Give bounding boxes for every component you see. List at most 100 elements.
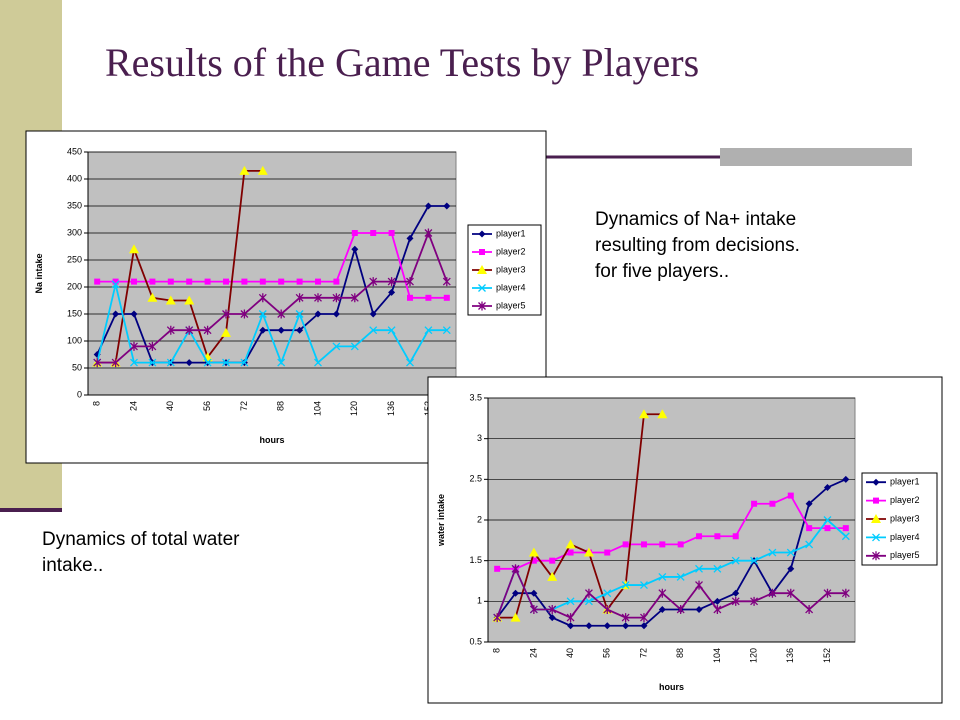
series-line bbox=[496, 518, 847, 618]
x-tick-label: 120 bbox=[349, 401, 359, 416]
series-line bbox=[497, 413, 663, 619]
point bbox=[332, 293, 341, 303]
point bbox=[186, 278, 193, 285]
point bbox=[315, 278, 321, 285]
point bbox=[529, 604, 538, 614]
y-axis-title: Na intake bbox=[34, 253, 44, 293]
point bbox=[695, 564, 703, 573]
x-tick-label: 56 bbox=[202, 401, 212, 411]
point bbox=[528, 547, 539, 557]
x-tick-label: 120 bbox=[748, 648, 758, 663]
point bbox=[805, 500, 813, 508]
x-tick-label: 24 bbox=[528, 648, 538, 658]
chart: 0.5 1 1.5 2 2.5 3 3.5 8 24 40 56 72 88 104 120 136 152 ho… bbox=[427, 376, 943, 704]
point bbox=[295, 310, 304, 318]
slide-title: Results of the Game Tests by Players bbox=[105, 40, 699, 85]
x-tick-label: 40 bbox=[565, 648, 575, 658]
point bbox=[369, 310, 377, 318]
caption-line: resulting from decisions. bbox=[595, 235, 800, 256]
side-bar-rule bbox=[0, 508, 62, 512]
point bbox=[841, 532, 850, 541]
y-tick-label: 450 bbox=[67, 146, 82, 156]
title-rule-block bbox=[720, 148, 912, 166]
legend-marker bbox=[871, 514, 881, 523]
point bbox=[350, 293, 359, 303]
point bbox=[130, 358, 138, 367]
point bbox=[203, 358, 212, 367]
point bbox=[149, 278, 156, 285]
point bbox=[111, 280, 120, 289]
point bbox=[566, 613, 575, 623]
point bbox=[547, 571, 558, 581]
y-tick-label: 2.5 bbox=[469, 474, 482, 484]
y-tick-label: 2 bbox=[477, 514, 482, 524]
point bbox=[713, 564, 722, 573]
point bbox=[258, 310, 267, 318]
point bbox=[131, 278, 137, 285]
y-tick-label: 1.5 bbox=[469, 555, 482, 565]
point bbox=[258, 293, 267, 303]
point bbox=[732, 589, 740, 597]
point bbox=[166, 358, 175, 367]
x-tick-label: 136 bbox=[386, 401, 396, 416]
legend-marker bbox=[872, 478, 880, 486]
point bbox=[277, 309, 286, 319]
point bbox=[584, 588, 593, 598]
point bbox=[842, 525, 849, 532]
y-tick-label: 0 bbox=[77, 389, 82, 399]
point bbox=[583, 547, 594, 557]
point bbox=[659, 541, 666, 548]
point bbox=[111, 358, 120, 368]
point bbox=[167, 278, 174, 285]
point bbox=[222, 309, 230, 319]
point bbox=[387, 326, 396, 335]
point bbox=[751, 500, 758, 507]
point bbox=[787, 565, 795, 573]
point bbox=[603, 622, 611, 630]
point bbox=[530, 557, 537, 564]
point bbox=[443, 294, 450, 301]
point bbox=[567, 549, 574, 556]
point bbox=[713, 604, 722, 614]
point bbox=[333, 278, 340, 285]
point bbox=[841, 588, 850, 598]
x-tick-label: 56 bbox=[602, 648, 612, 658]
legend-label: player5 bbox=[890, 550, 920, 560]
point bbox=[314, 310, 322, 318]
x-tick-label: 24 bbox=[128, 401, 138, 411]
point bbox=[549, 557, 556, 564]
legend-label: player4 bbox=[890, 532, 920, 542]
point bbox=[511, 564, 520, 574]
point bbox=[658, 605, 666, 613]
point bbox=[731, 596, 740, 606]
point bbox=[657, 409, 668, 419]
point bbox=[424, 202, 432, 210]
point bbox=[510, 612, 521, 622]
legend-marker bbox=[477, 265, 487, 274]
x-tick-label: 88 bbox=[675, 648, 685, 658]
point bbox=[130, 341, 138, 351]
point bbox=[350, 342, 359, 351]
point bbox=[493, 613, 502, 623]
point bbox=[425, 294, 432, 301]
point bbox=[147, 292, 158, 302]
point bbox=[805, 604, 814, 614]
y-tick-label: 150 bbox=[67, 308, 82, 318]
legend-label: player2 bbox=[496, 246, 526, 256]
chart: 0 50 100 150 200 250 300 350 400 450 8 24 40 56 72 88 10… bbox=[25, 130, 547, 464]
point bbox=[388, 288, 396, 296]
point bbox=[842, 475, 850, 483]
y-tick-label: 50 bbox=[72, 362, 82, 372]
y-tick-label: 100 bbox=[67, 335, 82, 345]
point bbox=[658, 572, 667, 581]
y-tick-label: 1 bbox=[477, 596, 482, 606]
point bbox=[714, 533, 721, 540]
point bbox=[695, 605, 703, 613]
point bbox=[823, 588, 832, 598]
point bbox=[768, 588, 777, 598]
point bbox=[696, 533, 703, 540]
point bbox=[240, 309, 249, 319]
point bbox=[621, 581, 630, 590]
